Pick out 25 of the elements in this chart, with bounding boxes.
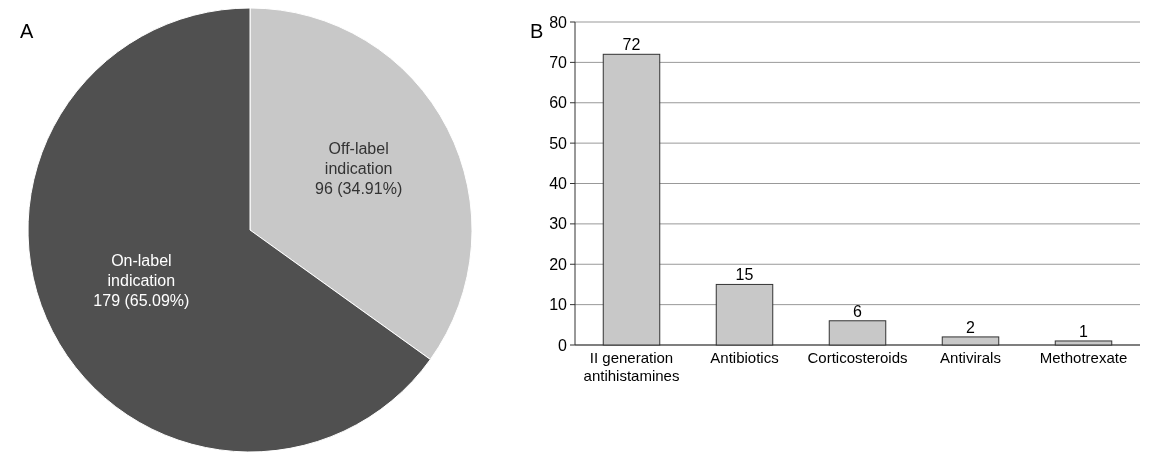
y-tick-label: 70 [549, 53, 568, 71]
y-tick-label: 20 [549, 255, 568, 273]
x-tick-label: Antivirals [940, 349, 1001, 366]
data-label: 72 [622, 36, 641, 54]
slice-label: Off-label indication [324, 140, 393, 178]
data-label: 1 [1079, 322, 1089, 340]
x-tick-label: II generation antihistamines [583, 349, 680, 384]
data-label: 2 [966, 318, 976, 336]
data-label: 6 [853, 302, 863, 320]
x-tick-label: Methotrexate [1039, 349, 1128, 366]
data-label: 15 [735, 266, 754, 284]
x-tick-label: Antibiotics [710, 349, 779, 366]
data-label: 96 (34.91%) [315, 180, 403, 198]
slice-label: On-label indication [107, 251, 176, 289]
y-tick-label: 40 [549, 175, 568, 193]
y-tick-label: 60 [549, 94, 568, 112]
y-tick-label: 10 [549, 296, 568, 314]
chart-title: B [530, 20, 544, 42]
y-tick-label: 50 [549, 134, 568, 152]
data-label: 179 (65.09%) [93, 291, 190, 309]
x-tick-label: Corticosteroids [807, 349, 908, 366]
text: A [20, 20, 34, 42]
y-tick-label: 30 [549, 215, 568, 233]
y-tick-label: 80 [549, 13, 568, 31]
y-tick-label: 0 [558, 336, 568, 354]
